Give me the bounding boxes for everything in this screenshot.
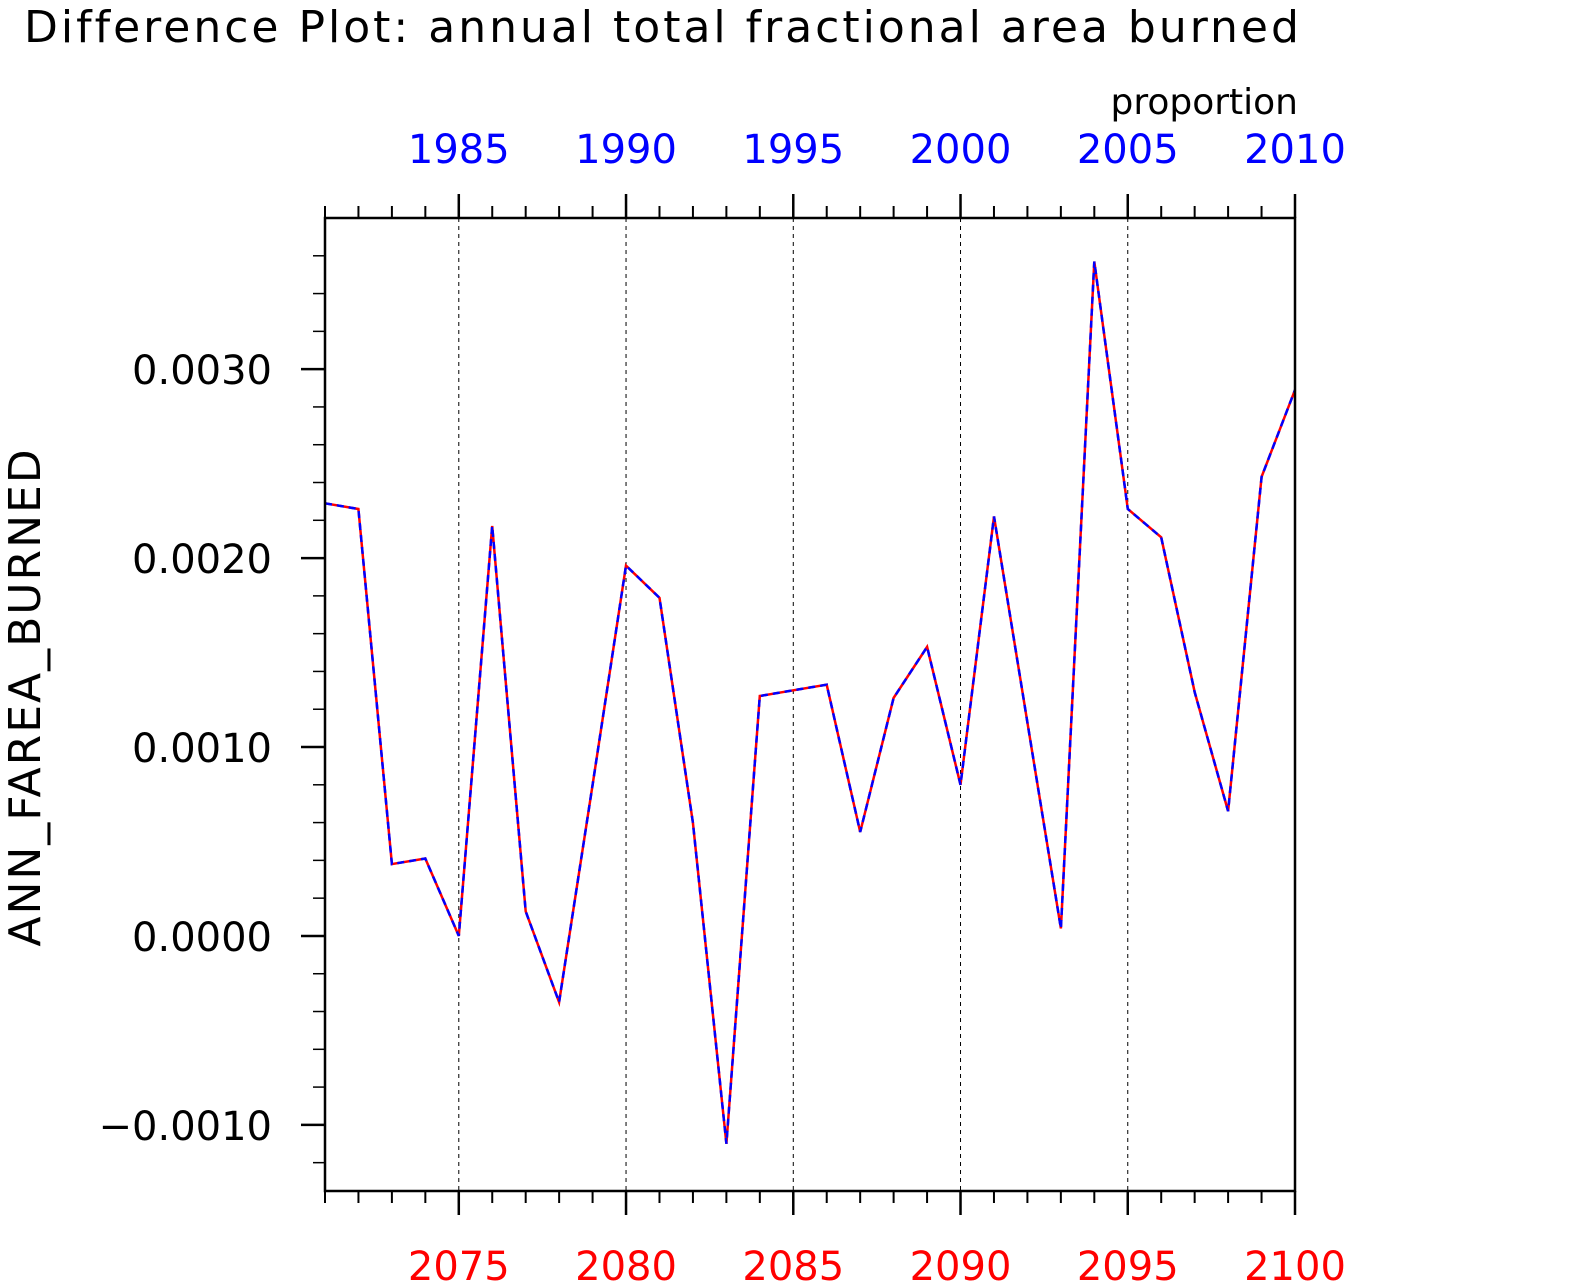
y-tick-label: 0.0030 (132, 348, 272, 394)
bottom-x-tick-label: 2085 (742, 1244, 844, 1282)
major-ticks (301, 194, 1297, 1215)
plot-frame (323, 216, 1297, 1193)
units-label: proportion (1110, 82, 1298, 123)
bottom-x-tick-label: 2075 (408, 1244, 510, 1282)
bottom-x-tick-label: 2090 (910, 1244, 1012, 1282)
data-series (324, 261, 1297, 1144)
top-x-tick-label: 1985 (408, 127, 510, 173)
y-tick-label: −0.0010 (99, 1104, 272, 1150)
bottom-x-tick-label: 2100 (1244, 1244, 1346, 1282)
y-tick-label: 0.0020 (132, 537, 272, 583)
bottom-x-tick-labels: 2075 2080 2085 2090 2095 2100 (408, 1244, 1346, 1282)
y-tick-label: 0.0000 (132, 915, 272, 961)
y-tick-label: 0.0010 (132, 726, 272, 772)
top-x-tick-label: 1995 (742, 127, 844, 173)
top-x-tick-label: 2000 (910, 127, 1012, 173)
top-x-tick-label: 1990 (575, 127, 677, 173)
bottom-x-tick-label: 2080 (575, 1244, 677, 1282)
bottom-x-tick-label: 2095 (1077, 1244, 1179, 1282)
series-line-blue (324, 261, 1297, 1144)
top-x-tick-label: 2010 (1244, 127, 1346, 173)
vertical-gridlines (458, 218, 1129, 1191)
series-line-red (324, 261, 1297, 1144)
minor-ticks (313, 206, 1296, 1203)
y-axis-label: ANN_FAREA_BURNED (0, 447, 51, 946)
chart-title: Difference Plot: annual total fractional… (24, 2, 1302, 53)
top-x-tick-label: 2005 (1077, 127, 1179, 173)
top-x-tick-labels: 1985 1990 1995 2000 2005 2010 (408, 127, 1346, 173)
y-tick-labels: −0.0010 0.0000 0.0010 0.0020 0.0030 (99, 348, 272, 1150)
